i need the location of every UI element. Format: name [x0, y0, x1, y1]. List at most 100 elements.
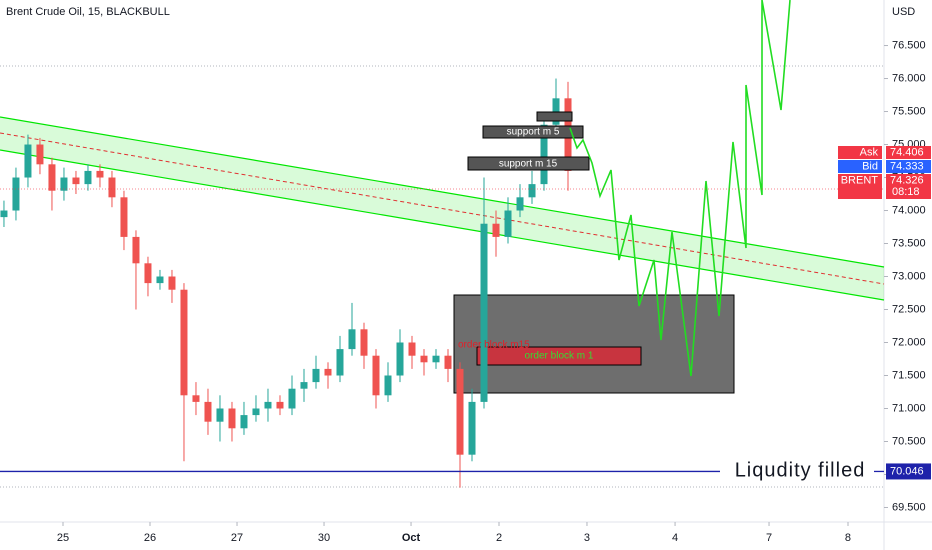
price-tag-name: Ask: [860, 146, 879, 158]
candle-body: [504, 210, 512, 237]
y-tick-label: 72.000: [892, 336, 926, 348]
candle-body: [60, 177, 68, 191]
candle-body: [300, 382, 308, 389]
candle-body: [264, 401, 272, 409]
candle-body: [156, 276, 164, 284]
price-tag: [886, 160, 931, 173]
candle-body: [528, 184, 536, 198]
candle-body: [480, 223, 488, 402]
candle-body: [408, 342, 416, 356]
y-tick-label: 73.000: [892, 270, 926, 282]
y-tick-label: 73.500: [892, 237, 926, 249]
candle-body: [216, 408, 224, 422]
annotation: support m 15: [499, 159, 558, 170]
candle-body: [384, 375, 392, 396]
annotation: order block m 1: [525, 351, 594, 362]
x-tick-label: 8: [845, 532, 851, 544]
chart-title: Brent Crude Oil, 15, BLACKBULL: [6, 6, 170, 18]
y-tick-label: 75.500: [892, 105, 926, 117]
price-tag-label: 74.326: [890, 174, 924, 186]
candle-body: [36, 144, 44, 165]
annotation: order block m15: [458, 340, 530, 351]
candle-body: [348, 329, 356, 350]
candle-body: [312, 368, 320, 383]
order-block-m1-box: [476, 346, 642, 366]
candle-body: [228, 408, 236, 429]
candle-body: [72, 177, 80, 185]
countdown: 08:18: [892, 186, 920, 198]
y-tick-label: 69.500: [892, 501, 926, 513]
candle-body: [12, 177, 20, 211]
candle-body: [396, 342, 404, 376]
candle-body: [468, 401, 476, 455]
x-tick-label: Oct: [402, 532, 421, 544]
annotation: support m 5: [507, 127, 560, 138]
candle-body: [48, 164, 56, 191]
candle-body: [444, 355, 452, 369]
price-tag-name: Bid: [862, 160, 878, 172]
candle-body: [288, 388, 296, 409]
candle-body: [240, 415, 248, 429]
candle-body: [372, 355, 380, 396]
candle-body: [0, 210, 8, 218]
x-tick-label: 4: [672, 532, 678, 544]
channel-lower: [0, 149, 885, 301]
price-tag: [886, 463, 931, 480]
price-tag-label: 74.406: [890, 146, 924, 158]
candle-body: [492, 223, 500, 237]
candle-body: [324, 368, 332, 376]
x-tick-label: 2: [496, 532, 502, 544]
price-tag-label: 70.046: [890, 465, 924, 477]
projection-path: [569, 0, 791, 377]
y-tick-label: 74.000: [892, 204, 926, 216]
support-m5-box: [482, 125, 584, 139]
currency-label: USD: [892, 6, 915, 18]
x-tick-label: 3: [584, 532, 590, 544]
candle-body: [192, 395, 200, 402]
y-tick-label: 76.500: [892, 39, 926, 51]
price-tag: [838, 160, 882, 173]
candle-body: [132, 236, 140, 264]
candle-body: [516, 197, 524, 211]
y-tick-label: 72.500: [892, 303, 926, 315]
candle-body: [96, 170, 104, 178]
candle-body: [204, 401, 212, 422]
x-tick-label: 25: [57, 532, 69, 544]
candle-body: [540, 124, 548, 185]
x-tick-label: 30: [318, 532, 330, 544]
y-tick-label: 71.000: [892, 402, 926, 414]
candle-body: [420, 355, 428, 363]
candle-body: [432, 355, 440, 363]
candle-body: [276, 401, 284, 409]
candle-body: [360, 329, 368, 356]
channel-upper: [0, 116, 885, 268]
candle-body: [108, 177, 116, 198]
candle-body: [144, 263, 152, 284]
price-tag: [886, 174, 931, 199]
liquidity-label: Liqudity filled: [735, 460, 866, 482]
x-tick-label: 26: [144, 532, 156, 544]
price-tag-name: BRENT: [841, 174, 879, 186]
candle-body: [456, 368, 464, 455]
y-tick-label: 70.500: [892, 435, 926, 447]
support-m15-box: [467, 156, 590, 171]
x-tick-label: 27: [231, 532, 243, 544]
price-tag: [886, 146, 931, 159]
candle-body: [168, 276, 176, 290]
candle-body: [252, 408, 260, 416]
y-tick-label: 76.000: [892, 72, 926, 84]
price-tag: [838, 146, 882, 159]
y-tick-label: 71.500: [892, 369, 926, 381]
candle-body: [24, 144, 32, 178]
price-tag: [838, 174, 882, 199]
candle-body: [336, 349, 344, 376]
candle-body: [180, 289, 188, 396]
candle-body: [120, 197, 128, 237]
channel-mid: [0, 132, 885, 285]
candle-body: [84, 170, 92, 185]
price-tag-label: 74.333: [890, 160, 924, 172]
support-box: [536, 111, 573, 122]
x-tick-label: 7: [766, 532, 772, 544]
